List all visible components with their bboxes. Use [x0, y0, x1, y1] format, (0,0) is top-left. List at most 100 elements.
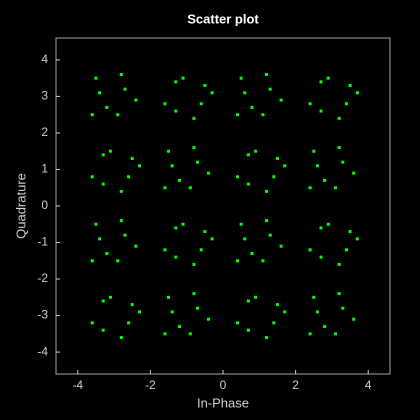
- y-tick-label: -3: [37, 308, 48, 322]
- y-tick-label: 0: [41, 198, 48, 212]
- sample-point: [243, 237, 247, 241]
- sample-point: [163, 186, 167, 190]
- sample-point: [210, 237, 214, 241]
- sample-point: [181, 222, 185, 226]
- sample-point: [239, 222, 243, 226]
- sample-point: [319, 226, 323, 230]
- sample-point: [167, 295, 171, 299]
- sample-point: [170, 310, 174, 314]
- sample-point: [203, 83, 207, 87]
- sample-point: [334, 332, 338, 336]
- sample-point: [312, 295, 316, 299]
- sample-point: [265, 219, 269, 223]
- sample-point: [90, 113, 94, 117]
- sample-point: [119, 335, 123, 339]
- y-tick-label: 3: [41, 89, 48, 103]
- sample-point: [108, 295, 112, 299]
- sample-point: [196, 160, 200, 164]
- sample-point: [206, 317, 210, 321]
- sample-point: [119, 73, 123, 77]
- constellation-point: [256, 239, 263, 246]
- sample-point: [188, 332, 192, 336]
- sample-point: [105, 105, 109, 109]
- sample-point: [272, 321, 276, 325]
- sample-point: [98, 91, 102, 95]
- sample-point: [308, 186, 312, 190]
- sample-point: [279, 244, 283, 248]
- sample-point: [119, 189, 123, 193]
- sample-point: [170, 164, 174, 168]
- sample-point: [254, 295, 258, 299]
- sample-point: [177, 325, 181, 329]
- sample-point: [210, 91, 214, 95]
- y-tick-label: -1: [37, 235, 48, 249]
- sample-point: [326, 76, 330, 80]
- sample-point: [236, 175, 240, 179]
- constellation-point: [183, 93, 190, 100]
- sample-point: [319, 80, 323, 84]
- sample-point: [174, 255, 178, 259]
- chart-title: Scatter plot: [187, 11, 259, 26]
- constellation-point: [183, 239, 190, 246]
- y-tick-label: -2: [37, 271, 48, 285]
- sample-point: [348, 83, 352, 87]
- sample-point: [337, 262, 341, 266]
- x-tick-label: 4: [365, 378, 372, 392]
- sample-point: [203, 230, 207, 234]
- sample-point: [101, 328, 105, 332]
- sample-point: [98, 237, 102, 241]
- sample-point: [181, 76, 185, 80]
- sample-point: [334, 186, 338, 190]
- constellation-point: [111, 166, 118, 173]
- x-axis-label: In-Phase: [197, 395, 249, 410]
- sample-point: [312, 149, 316, 153]
- sample-point: [116, 113, 120, 117]
- sample-point: [116, 259, 120, 263]
- sample-point: [348, 230, 352, 234]
- sample-point: [174, 226, 178, 230]
- sample-point: [163, 248, 167, 252]
- sample-point: [236, 321, 240, 325]
- sample-point: [315, 310, 319, 314]
- sample-point: [261, 113, 265, 117]
- sample-point: [130, 303, 134, 307]
- constellation-point: [183, 166, 190, 173]
- plot-area: [56, 38, 390, 374]
- sample-point: [206, 171, 210, 175]
- x-tick-label: -4: [72, 378, 83, 392]
- sample-point: [275, 303, 279, 307]
- y-tick-label: 2: [41, 125, 48, 139]
- sample-point: [337, 146, 341, 150]
- sample-point: [105, 251, 109, 255]
- constellation-point: [183, 312, 190, 319]
- y-tick-label: -4: [37, 344, 48, 358]
- sample-point: [236, 113, 240, 117]
- sample-point: [337, 116, 341, 120]
- sample-point: [261, 259, 265, 263]
- constellation-point: [256, 166, 263, 173]
- y-tick-label: 4: [41, 52, 48, 66]
- sample-point: [341, 306, 345, 310]
- x-tick-label: 2: [292, 378, 299, 392]
- sample-point: [163, 332, 167, 336]
- sample-point: [134, 98, 138, 102]
- sample-point: [268, 233, 272, 237]
- y-tick-label: 1: [41, 162, 48, 176]
- sample-point: [90, 321, 94, 325]
- sample-point: [323, 325, 327, 329]
- sample-point: [119, 219, 123, 223]
- sample-point: [123, 87, 127, 91]
- sample-point: [344, 248, 348, 252]
- sample-point: [174, 80, 178, 84]
- sample-point: [127, 175, 131, 179]
- constellation-point: [328, 239, 335, 246]
- sample-point: [337, 292, 341, 296]
- sample-point: [94, 76, 98, 80]
- sample-point: [246, 328, 250, 332]
- sample-point: [265, 73, 269, 77]
- sample-point: [308, 332, 312, 336]
- sample-point: [196, 306, 200, 310]
- sample-point: [174, 109, 178, 113]
- sample-point: [315, 164, 319, 168]
